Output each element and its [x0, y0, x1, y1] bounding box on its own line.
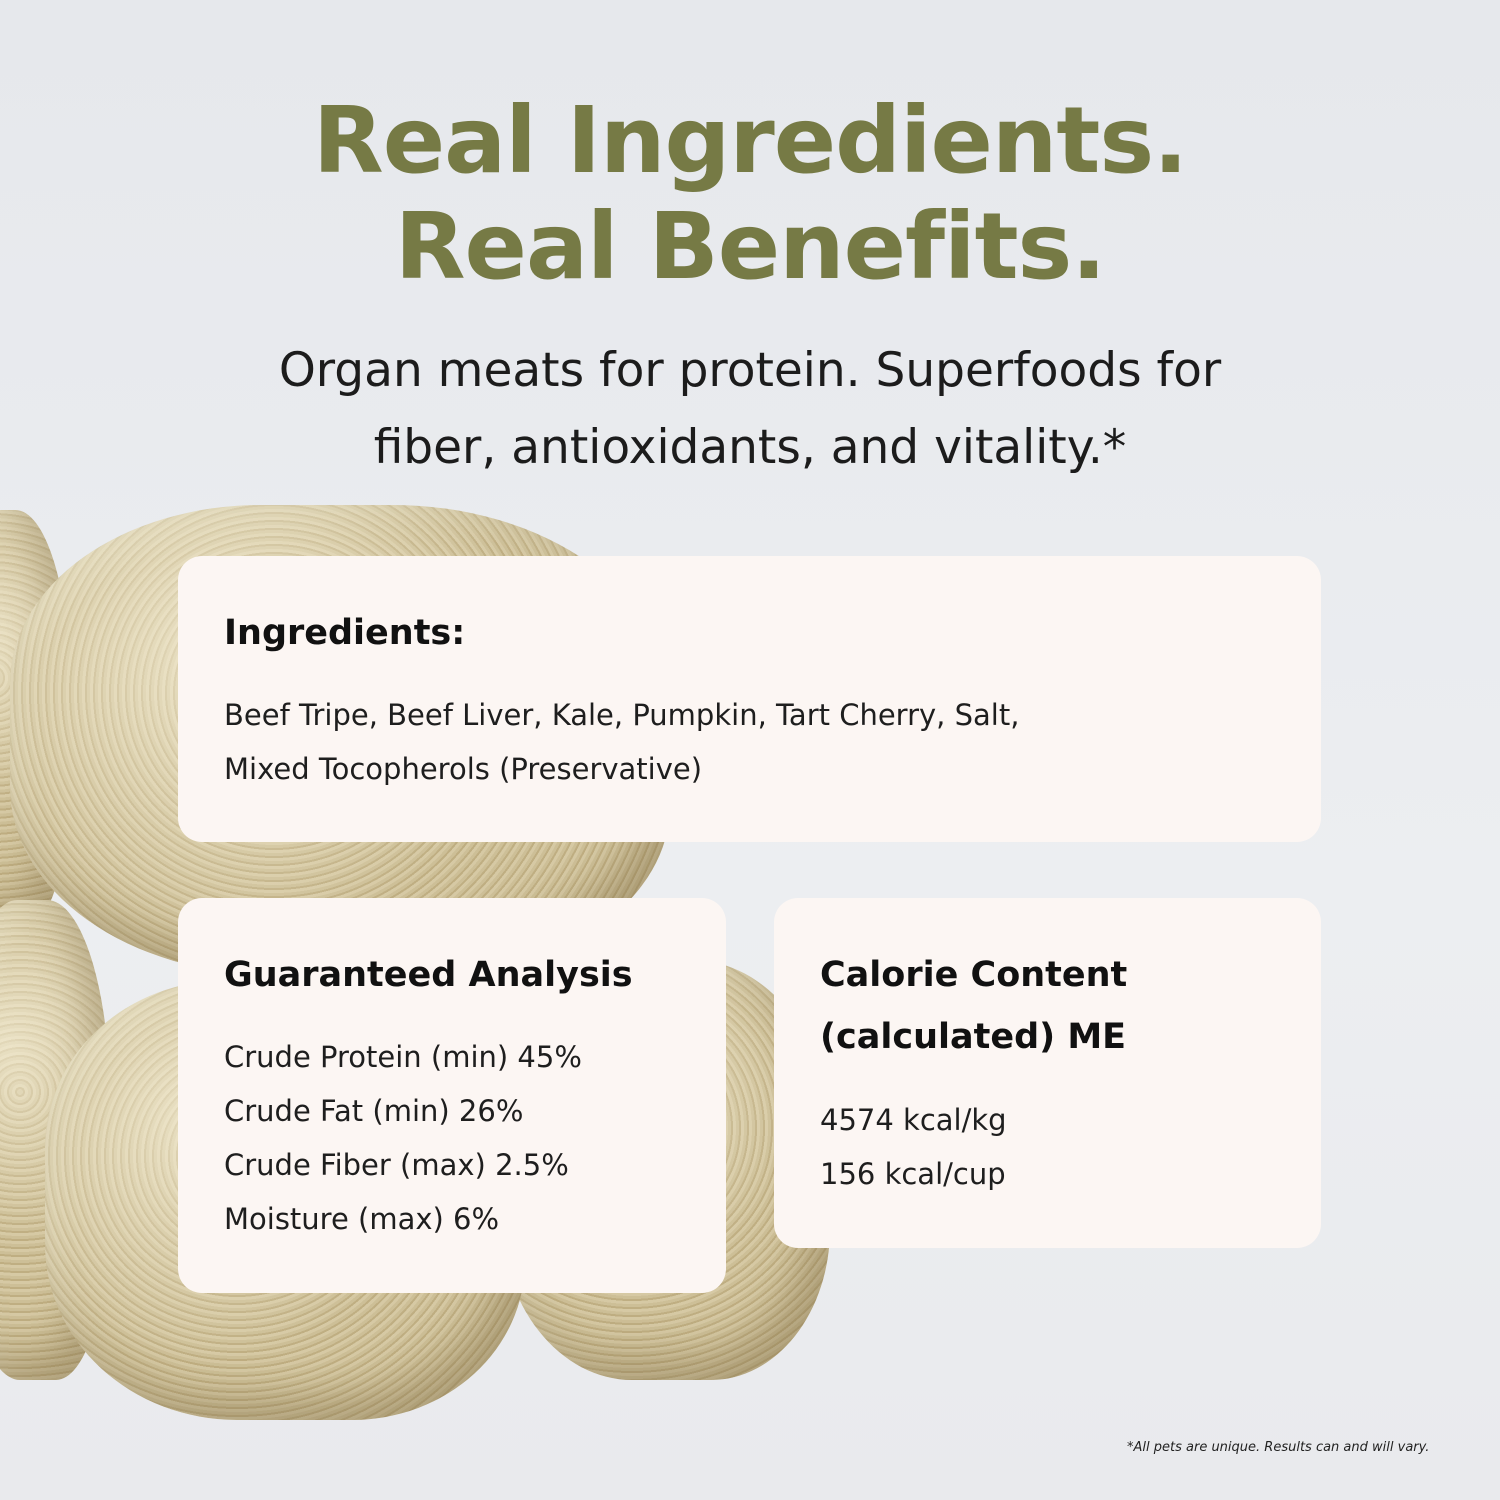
ingredients-line: Mixed Tocopherols (Preservative) — [224, 752, 703, 786]
analysis-item: Crude Fiber (max) 2.5% — [224, 1148, 569, 1182]
ingredients-title: Ingredients: — [224, 613, 466, 653]
subheadline-line2: fiber, antioxidants, and vitality.* — [373, 420, 1127, 475]
footnote: *All pets are unique. Results can and wi… — [1127, 1440, 1430, 1455]
analysis-item: Crude Fat (min) 26% — [224, 1094, 524, 1128]
subheadline-line1: Organ meats for protein. Superfoods for — [278, 343, 1222, 398]
guaranteed-analysis-title: Guaranteed Analysis — [224, 955, 633, 995]
calorie-item: 156 kcal/cup — [820, 1157, 1006, 1191]
analysis-item: Crude Protein (min) 45% — [224, 1040, 582, 1074]
guaranteed-analysis-card: Guaranteed Analysis Crude Protein (min) … — [178, 898, 726, 1293]
analysis-item: Moisture (max) 6% — [224, 1202, 500, 1236]
ingredients-line: Beef Tripe, Beef Liver, Kale, Pumpkin, T… — [224, 698, 1020, 732]
ingredients-card: Ingredients: Beef Tripe, Beef Liver, Kal… — [178, 556, 1321, 842]
headline-line1: Real Ingredients. — [312, 87, 1188, 194]
headline-line2: Real Benefits. — [394, 193, 1107, 300]
calorie-content-title-line2: (calculated) ME — [820, 1017, 1127, 1057]
calorie-item: 4574 kcal/kg — [820, 1103, 1007, 1137]
calorie-content-title-line1: Calorie Content — [820, 955, 1128, 995]
calorie-content-card: Calorie Content (calculated) ME 4574 kca… — [774, 898, 1321, 1248]
